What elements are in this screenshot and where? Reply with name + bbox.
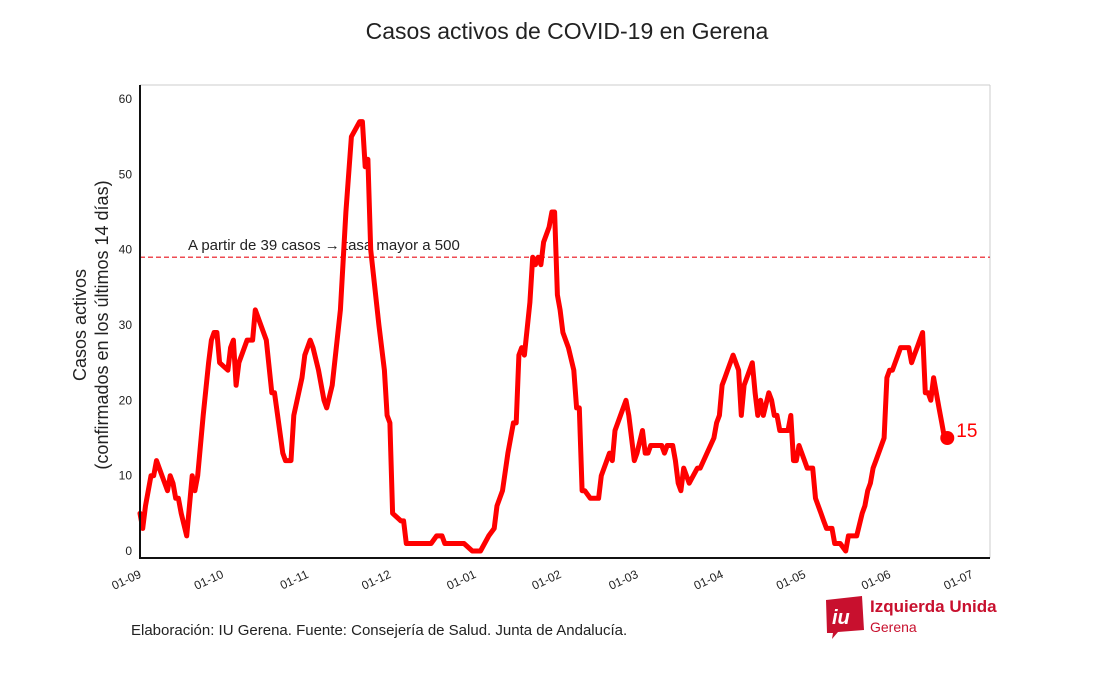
- x-tick-label: 01-03: [607, 567, 641, 593]
- y-tick-label: 60: [119, 92, 133, 106]
- x-tick-label: 01-11: [278, 567, 311, 592]
- series-end-marker: [940, 431, 955, 445]
- x-tick-label: 01-02: [530, 567, 564, 593]
- iu-logo-icon: iu: [826, 596, 864, 639]
- chart-title: Casos activos de COVID-19 en Gerena: [365, 18, 769, 44]
- series-line: [137, 119, 950, 554]
- x-tick-label: 01-06: [859, 567, 893, 593]
- x-tick-label: 01-01: [445, 567, 479, 593]
- series-layer: 15: [137, 119, 977, 554]
- y-axis-label-line2: (confirmados en los últimos 14 días): [92, 180, 112, 469]
- logo-subtitle: Gerena: [870, 619, 917, 635]
- source-note: Elaboración: IU Gerena. Fuente: Consejer…: [131, 622, 628, 639]
- plot-frame: [140, 84, 991, 558]
- x-tick-label: 01-04: [692, 567, 726, 593]
- x-tick-label: 01-05: [774, 567, 808, 593]
- y-axis-label-line1: Casos activos: [70, 269, 90, 381]
- iu-logo: iu Izquierda Unida Gerena: [824, 594, 1004, 642]
- y-tick-label: 0: [125, 544, 132, 558]
- y-tick-label: 10: [119, 469, 133, 483]
- threshold-layer: A partir de 39 casos → tasa mayor a 500: [140, 237, 990, 258]
- series-end-label: 15: [956, 421, 977, 442]
- iu-logo-mark-text: iu: [832, 607, 850, 629]
- x-tick-label: 01-09: [110, 567, 144, 593]
- plot-background: [140, 85, 990, 558]
- x-tick-label: 01-07: [942, 567, 976, 593]
- x-tick-label: 01-12: [359, 567, 393, 593]
- y-tick-label: 20: [119, 393, 133, 407]
- threshold-annotation: A partir de 39 casos → tasa mayor a 500: [188, 237, 460, 254]
- y-tick-label: 40: [119, 243, 133, 257]
- x-tick-label: 01-10: [192, 567, 226, 593]
- y-tick-label: 30: [119, 318, 133, 332]
- logo-name: Izquierda Unida: [870, 597, 997, 616]
- y-tick-label: 50: [119, 167, 133, 181]
